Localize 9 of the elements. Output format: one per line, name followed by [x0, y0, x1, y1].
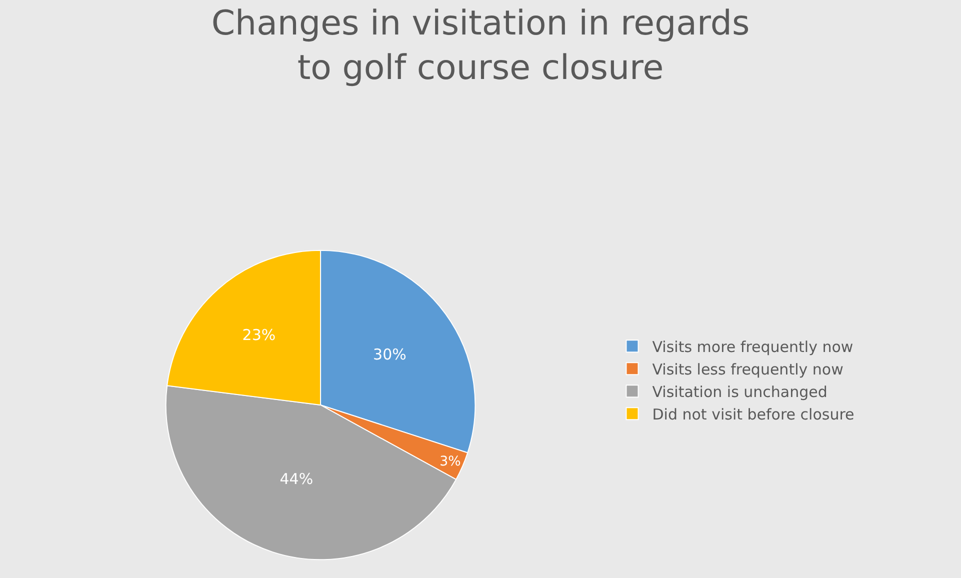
- data-label: 3%: [440, 454, 461, 470]
- data-label: 23%: [242, 326, 276, 344]
- legend-label: Visitation is unchanged: [652, 383, 828, 401]
- legend-label: Visits less frequently now: [652, 360, 844, 378]
- legend-label: Visits more frequently now: [652, 338, 854, 356]
- chart-title: Changes in visitation in regards to golf course closure: [211, 4, 750, 88]
- legend-label: Did not visit before closure: [652, 406, 854, 424]
- data-label: 30%: [373, 346, 406, 364]
- data-label: 44%: [280, 470, 314, 488]
